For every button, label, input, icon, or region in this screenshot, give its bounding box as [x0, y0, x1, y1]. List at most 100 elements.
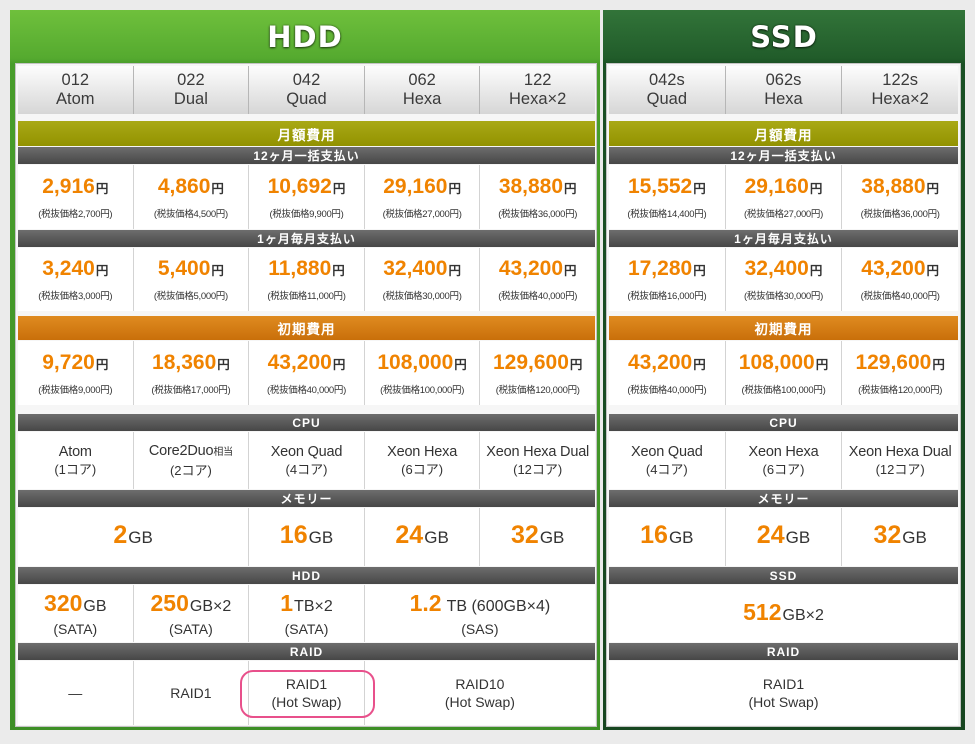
price-amount: 5,400: [157, 257, 211, 280]
price-cell: 38,880円 (税抜価格36,000円): [842, 165, 958, 229]
ssd-raid-row: RAID1 (Hot Swap): [609, 661, 958, 725]
ssd-monthly-payment-bar: 1ヶ月毎月支払い: [609, 230, 958, 247]
storage-size: 1: [280, 590, 294, 616]
plan-header-042: 042 Quad: [249, 66, 364, 114]
price-amount: 43,200: [861, 257, 926, 280]
price-cell: 43,200円 (税抜価格40,000円): [480, 248, 595, 311]
tax-excluded-price: (税抜価格30,000円): [744, 291, 823, 302]
plan-name: Hexa×2: [871, 90, 929, 108]
cpu-cores: (6コア): [762, 462, 805, 477]
currency: 円: [211, 181, 224, 196]
storage-capacity: 250GB×2: [151, 589, 232, 621]
price-cell: 11,880円 (税抜価格11,000円): [249, 248, 364, 311]
hdd-panel-title: HDD: [267, 20, 343, 54]
price-amount: 108,000: [738, 350, 815, 374]
currency: 円: [332, 357, 346, 372]
hdd-cpu-row: Atom (1コア) Core2Duo相当 (2コア) Xeon Quad (4コア)…: [18, 432, 595, 489]
hdd-monthly-fee-bar: 月額費用: [18, 121, 595, 146]
storage-interface: (SAS): [461, 621, 499, 637]
price: 10,692円: [268, 174, 346, 202]
ssd-storage-bar: SSD: [609, 567, 958, 584]
cpu-cell: Xeon Hexa (6コア): [725, 432, 842, 489]
hdd-cpu-bar: CPU: [18, 414, 595, 431]
cpu-name: Core2Duo: [148, 443, 214, 459]
storage-capacity: 512GB×2: [743, 598, 824, 630]
price: 17,280円: [628, 256, 706, 284]
ssd-panel-title: SSD: [750, 20, 818, 54]
plan-code: 062: [408, 71, 436, 89]
highlight-frame: [240, 670, 375, 718]
price-amount: 38,880: [498, 174, 564, 198]
hdd-initial-fee-row: 9,720円 (税抜価格9,000円) 18,360円 (税抜価格17,000円) …: [18, 341, 595, 405]
memory-unit: GB: [785, 528, 811, 547]
plan-code: 062s: [765, 71, 802, 89]
hdd-storage-bar: HDD: [18, 567, 595, 584]
tax-excluded-price: (税抜価格40,000円): [860, 291, 940, 302]
ssd-annual-price-row: 15,552円 (税抜価格14,400円) 29,160円 (税抜価格27,000円…: [609, 165, 958, 229]
price-cell: 15,552円 (税抜価格14,400円): [609, 165, 725, 229]
memory-size: 32: [873, 521, 902, 549]
price-amount: 108,000: [377, 350, 454, 374]
price-cell: 43,200円 (税抜価格40,000円): [249, 341, 364, 405]
raid-cell: RAID1 (Hot Swap): [609, 661, 958, 725]
tax-excluded-price: (税抜価格3,000円): [38, 291, 113, 302]
currency: 円: [95, 357, 109, 372]
price: 108,000円: [377, 350, 466, 378]
price: 2,916円: [42, 174, 108, 202]
ssd-initial-fee-bar: 初期費用: [609, 316, 958, 340]
memory-size: 16: [279, 521, 308, 549]
storage-cell: 320GB (SATA): [18, 585, 133, 642]
plan-code: 122: [523, 71, 552, 89]
raid-feature: (Hot Swap): [748, 694, 819, 710]
storage-capacity: 1TB×2: [280, 589, 332, 621]
price: 15,552円: [628, 174, 706, 202]
currency: 円: [211, 264, 224, 278]
tax-excluded-price: (税抜価格40,000円): [627, 384, 707, 396]
storage-capacity: 320GB: [44, 589, 107, 621]
memory-unit: GB: [902, 528, 927, 547]
price-cell: 5,400円 (税抜価格5,000円): [133, 248, 249, 311]
price-amount: 129,600: [492, 350, 569, 374]
price-amount: 29,160: [744, 174, 809, 198]
memory-size: 32: [511, 521, 539, 549]
plan-name: Quad: [286, 90, 327, 108]
hdd-annual-price-row: 2,916円 (税抜価格2,700円) 4,860円 (税抜価格4,500円) 10…: [18, 165, 595, 229]
tax-excluded-price: (税抜価格36,000円): [860, 208, 940, 220]
memory-cell: 24GB: [364, 508, 480, 566]
memory-value: 32GB: [873, 521, 926, 553]
storage-size: 250: [150, 590, 189, 616]
price-amount: 15,552: [627, 174, 693, 198]
hdd-memory-row: 2GB 16GB 24GB 32GB: [18, 508, 595, 566]
currency: 円: [564, 181, 577, 196]
ssd-monthly-fee-bar: 月額費用: [609, 121, 958, 146]
price: 4,860円: [158, 174, 224, 202]
storage-interface: (SATA): [53, 621, 98, 637]
plan-code: 022: [177, 71, 205, 89]
price-cell: 43,200円 (税抜価格40,000円): [609, 341, 725, 405]
price-cell: 2,916円 (税抜価格2,700円): [18, 165, 133, 229]
currency: 円: [217, 357, 230, 372]
price: 29,160円: [383, 174, 461, 202]
memory-unit: GB: [668, 528, 694, 547]
memory-value: 24GB: [395, 521, 448, 553]
storage-unit: GB×2: [189, 598, 232, 615]
ssd-annual-payment-bar: 12ヶ月一括支払い: [609, 147, 958, 164]
cpu-cores: (12コア): [513, 462, 563, 477]
storage-cell: 1TB×2 (SATA): [249, 585, 364, 642]
plan-header-062s: 062s Hexa: [725, 66, 842, 114]
plan-code: 012: [61, 71, 90, 89]
cpu-name-line: Core2Duo相当: [149, 442, 233, 462]
ssd-storage-row: 512GB×2: [609, 585, 958, 642]
raid-cell: RAID1: [133, 661, 249, 725]
memory-value: 16GB: [640, 521, 693, 553]
currency: 円: [569, 357, 583, 372]
cpu-name: Xeon Hexa Dual: [848, 444, 952, 460]
price-cell: 10,692円 (税抜価格9,900円): [249, 165, 364, 229]
raid-feature: (Hot Swap): [444, 694, 515, 710]
memory-cell: 24GB: [725, 508, 842, 566]
cpu-name: Xeon Quad: [270, 444, 343, 460]
price-amount: 43,200: [267, 350, 332, 374]
hdd-monthly-payment-bar: 1ヶ月毎月支払い: [18, 230, 595, 247]
storage-cell: 250GB×2 (SATA): [133, 585, 249, 642]
currency: 円: [926, 264, 940, 278]
